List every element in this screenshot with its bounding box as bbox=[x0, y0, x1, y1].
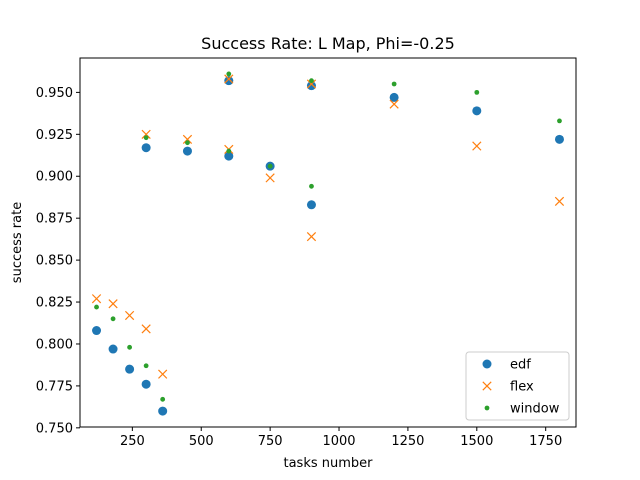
window-point bbox=[160, 396, 166, 402]
window-point bbox=[226, 71, 232, 77]
series-flex bbox=[91, 74, 565, 379]
flex-point bbox=[141, 324, 151, 334]
flex-point bbox=[91, 294, 102, 304]
edf-point bbox=[182, 146, 192, 156]
x-tick-label: 1250 bbox=[391, 434, 424, 449]
flex-point bbox=[554, 196, 565, 207]
edf-point bbox=[141, 379, 151, 389]
legend-marker-flex bbox=[482, 381, 492, 391]
flex-point bbox=[141, 129, 151, 139]
legend-item-window: window bbox=[484, 402, 560, 417]
flex-point bbox=[158, 369, 168, 379]
window-point bbox=[391, 81, 397, 87]
y-tick-label: 0.900 bbox=[36, 170, 73, 185]
window-point bbox=[127, 344, 132, 350]
edf-point bbox=[306, 81, 316, 91]
legend-marker-window bbox=[484, 405, 490, 411]
legend-label: window bbox=[510, 402, 560, 417]
flex-point bbox=[182, 134, 193, 144]
edf-point bbox=[472, 106, 482, 116]
x-tick-label: 750 bbox=[258, 434, 283, 449]
y-tick-label: 0.800 bbox=[36, 337, 73, 352]
edf-point bbox=[306, 200, 316, 210]
flex-point bbox=[224, 74, 234, 84]
chart-title: Success Rate: L Map, Phi=-0.25 bbox=[201, 34, 455, 53]
legend: edf flex window bbox=[465, 351, 570, 421]
flex-point bbox=[306, 232, 317, 242]
x-tick-label: 1500 bbox=[460, 434, 493, 449]
y-axis: 0.750 0.775 0.800 0.825 0.850 0.875 0.900 0.925… bbox=[36, 86, 80, 436]
y-tick-label: 0.775 bbox=[36, 379, 73, 394]
y-tick-label: 0.875 bbox=[36, 212, 73, 227]
edf-point bbox=[108, 344, 118, 354]
flex-point bbox=[124, 310, 135, 321]
legend-item-flex: flex bbox=[482, 380, 534, 395]
data-marks bbox=[91, 71, 565, 416]
edf-point bbox=[125, 364, 135, 374]
x-tick-label: 500 bbox=[189, 434, 214, 449]
series-edf bbox=[92, 76, 564, 416]
x-tick-label: 250 bbox=[120, 434, 145, 449]
window-point bbox=[185, 140, 190, 146]
flex-point bbox=[389, 99, 399, 109]
window-point bbox=[94, 304, 99, 310]
window-point bbox=[267, 163, 273, 169]
y-tick-label: 0.950 bbox=[36, 86, 73, 101]
x-tick-label: 1000 bbox=[322, 434, 355, 449]
edf-point bbox=[141, 143, 151, 153]
flex-point bbox=[306, 79, 317, 89]
legend-box bbox=[465, 351, 570, 421]
legend-marker-edf bbox=[482, 359, 492, 369]
legend-label: edf bbox=[510, 358, 531, 373]
x-tick-label: 1750 bbox=[529, 434, 562, 449]
x-axis: 250 500 750 1000 1250 1500 1750 bbox=[120, 427, 562, 449]
y-tick-label: 0.925 bbox=[36, 128, 73, 143]
flex-point bbox=[108, 299, 118, 309]
window-point bbox=[557, 118, 562, 124]
window-point bbox=[110, 316, 116, 322]
window-point bbox=[143, 363, 149, 369]
y-tick-label: 0.825 bbox=[36, 296, 73, 311]
edf-point bbox=[158, 406, 168, 416]
plot-frame bbox=[79, 57, 577, 428]
x-axis-label: tasks number bbox=[283, 456, 373, 471]
flex-point bbox=[472, 141, 482, 151]
edf-point bbox=[92, 326, 102, 336]
legend-label: flex bbox=[510, 380, 534, 395]
edf-point bbox=[554, 134, 564, 144]
y-tick-label: 0.750 bbox=[36, 421, 73, 436]
window-point bbox=[309, 78, 314, 84]
edf-point bbox=[224, 151, 234, 161]
window-point bbox=[309, 183, 314, 189]
window-point bbox=[143, 135, 149, 141]
series-window bbox=[94, 71, 562, 402]
flex-point bbox=[265, 173, 275, 183]
y-tick-label: 0.850 bbox=[36, 254, 73, 269]
window-point bbox=[474, 89, 480, 95]
edf-point bbox=[224, 76, 234, 86]
edf-point bbox=[389, 92, 399, 102]
y-axis-label: success rate bbox=[10, 202, 25, 283]
window-point bbox=[226, 148, 232, 154]
legend-item-edf: edf bbox=[482, 358, 531, 373]
